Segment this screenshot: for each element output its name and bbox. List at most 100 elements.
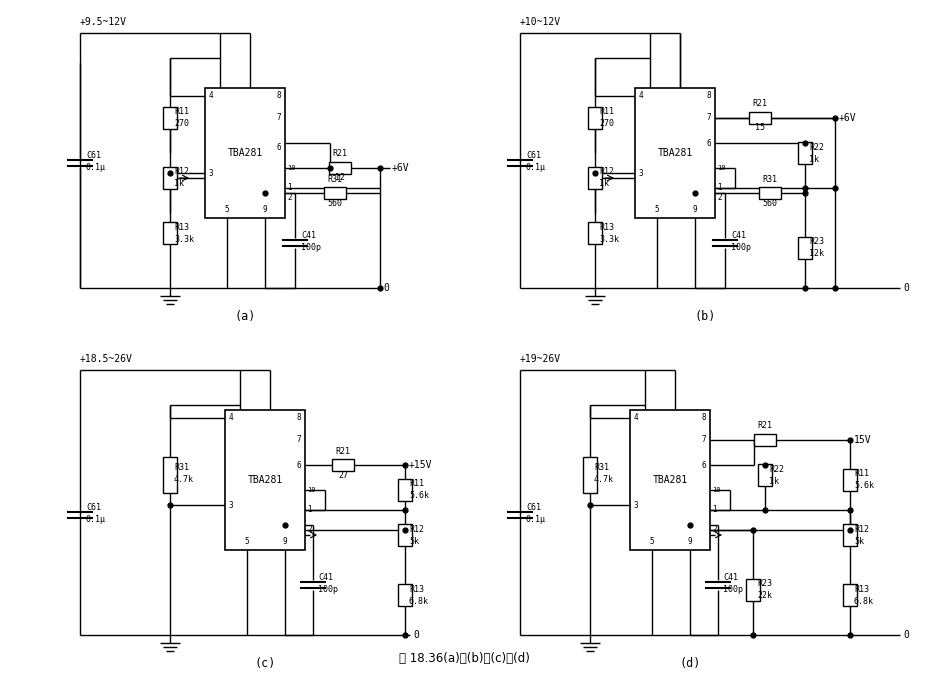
Text: TBA281: TBA281 bbox=[652, 475, 687, 485]
Bar bbox=[588, 167, 602, 189]
Text: +10~12V: +10~12V bbox=[519, 17, 561, 27]
Text: R21: R21 bbox=[752, 100, 767, 108]
Text: 12k: 12k bbox=[808, 250, 823, 258]
Text: C41: C41 bbox=[300, 231, 316, 239]
Text: 6: 6 bbox=[296, 460, 300, 469]
Bar bbox=[324, 187, 346, 199]
Text: 100p: 100p bbox=[722, 586, 743, 595]
Text: 10: 10 bbox=[307, 487, 315, 493]
Text: 10: 10 bbox=[711, 487, 719, 493]
Text: 3: 3 bbox=[639, 169, 643, 178]
Text: C61: C61 bbox=[86, 502, 101, 511]
Text: (c): (c) bbox=[254, 657, 275, 670]
Bar bbox=[629, 410, 709, 550]
Text: C61: C61 bbox=[526, 151, 540, 159]
Text: R22: R22 bbox=[808, 142, 823, 151]
Text: R11: R11 bbox=[598, 108, 614, 117]
Bar bbox=[163, 222, 177, 244]
Text: 0: 0 bbox=[383, 283, 388, 293]
Bar bbox=[745, 579, 759, 601]
Bar bbox=[332, 459, 353, 471]
Text: 1: 1 bbox=[711, 506, 716, 515]
Text: (d): (d) bbox=[679, 657, 700, 670]
Text: R22: R22 bbox=[768, 464, 783, 473]
Text: 3.3k: 3.3k bbox=[174, 235, 194, 243]
Text: C41: C41 bbox=[730, 231, 745, 239]
Bar bbox=[797, 142, 811, 164]
Text: R23: R23 bbox=[756, 580, 771, 589]
Text: 0.1μ: 0.1μ bbox=[86, 163, 106, 172]
Text: 9: 9 bbox=[687, 538, 692, 546]
Text: R31: R31 bbox=[762, 174, 777, 184]
Bar bbox=[224, 410, 305, 550]
Bar bbox=[588, 222, 602, 244]
Text: +15V: +15V bbox=[409, 460, 432, 470]
Text: 4.7k: 4.7k bbox=[593, 475, 614, 483]
Text: 270: 270 bbox=[174, 119, 189, 129]
Bar bbox=[163, 107, 177, 129]
Text: 1k: 1k bbox=[174, 180, 184, 188]
Text: 2: 2 bbox=[717, 193, 721, 203]
Text: C61: C61 bbox=[86, 151, 101, 159]
Text: 100p: 100p bbox=[318, 586, 337, 595]
Text: 6: 6 bbox=[701, 460, 705, 469]
Text: 2: 2 bbox=[711, 525, 716, 534]
Text: 1k: 1k bbox=[598, 180, 608, 188]
Bar bbox=[748, 112, 770, 124]
Text: 1: 1 bbox=[307, 506, 311, 515]
Bar bbox=[842, 524, 856, 546]
Text: 15V: 15V bbox=[853, 435, 870, 445]
Text: 4: 4 bbox=[639, 92, 643, 100]
Text: 0.1μ: 0.1μ bbox=[526, 515, 545, 525]
Text: 3: 3 bbox=[633, 500, 638, 509]
Text: 图 18.36(a)、(b)、(c)、(d): 图 18.36(a)、(b)、(c)、(d) bbox=[398, 652, 529, 664]
Text: R13: R13 bbox=[598, 222, 614, 231]
Text: TBA281: TBA281 bbox=[248, 475, 283, 485]
Text: 10: 10 bbox=[286, 165, 295, 171]
Text: +9.5~12V: +9.5~12V bbox=[80, 17, 127, 27]
Bar bbox=[842, 469, 856, 491]
Text: 5k: 5k bbox=[853, 536, 863, 546]
Text: 3: 3 bbox=[229, 500, 234, 509]
Bar bbox=[757, 464, 771, 486]
Text: 7: 7 bbox=[276, 113, 281, 123]
Text: 8: 8 bbox=[701, 414, 705, 422]
Text: 4: 4 bbox=[229, 414, 234, 422]
Bar bbox=[163, 457, 177, 493]
Text: 7: 7 bbox=[701, 435, 705, 445]
Text: +19~26V: +19~26V bbox=[519, 354, 561, 364]
Text: R11: R11 bbox=[853, 469, 868, 479]
Text: 5.6k: 5.6k bbox=[853, 481, 873, 490]
Text: 9: 9 bbox=[692, 205, 696, 214]
Text: +18.5~26V: +18.5~26V bbox=[80, 354, 133, 364]
Text: 3.3k: 3.3k bbox=[598, 235, 618, 243]
Bar bbox=[398, 479, 412, 501]
Bar bbox=[634, 88, 714, 218]
Text: 10: 10 bbox=[717, 165, 725, 171]
Bar bbox=[398, 524, 412, 546]
Text: R12: R12 bbox=[409, 525, 424, 534]
Text: 6: 6 bbox=[705, 138, 710, 148]
Bar bbox=[163, 167, 177, 189]
Text: 5: 5 bbox=[245, 538, 249, 546]
Text: 2: 2 bbox=[286, 193, 291, 203]
Bar bbox=[205, 88, 285, 218]
Bar bbox=[582, 457, 596, 493]
Text: 2: 2 bbox=[307, 525, 311, 534]
Text: 6.8k: 6.8k bbox=[853, 597, 873, 605]
Text: R13: R13 bbox=[409, 584, 424, 593]
Text: 270: 270 bbox=[598, 119, 614, 129]
Text: 9: 9 bbox=[262, 205, 267, 214]
Bar bbox=[753, 434, 775, 446]
Text: R12: R12 bbox=[853, 525, 868, 534]
Text: 5: 5 bbox=[224, 205, 229, 214]
Text: 12: 12 bbox=[335, 174, 345, 182]
Text: 8: 8 bbox=[705, 92, 710, 100]
Text: 4: 4 bbox=[633, 414, 638, 422]
Text: 0: 0 bbox=[902, 630, 908, 640]
Text: R12: R12 bbox=[598, 167, 614, 176]
Text: 8: 8 bbox=[296, 414, 300, 422]
Text: 1: 1 bbox=[717, 184, 721, 193]
Text: 6: 6 bbox=[276, 144, 281, 153]
Text: 1k: 1k bbox=[768, 477, 778, 485]
